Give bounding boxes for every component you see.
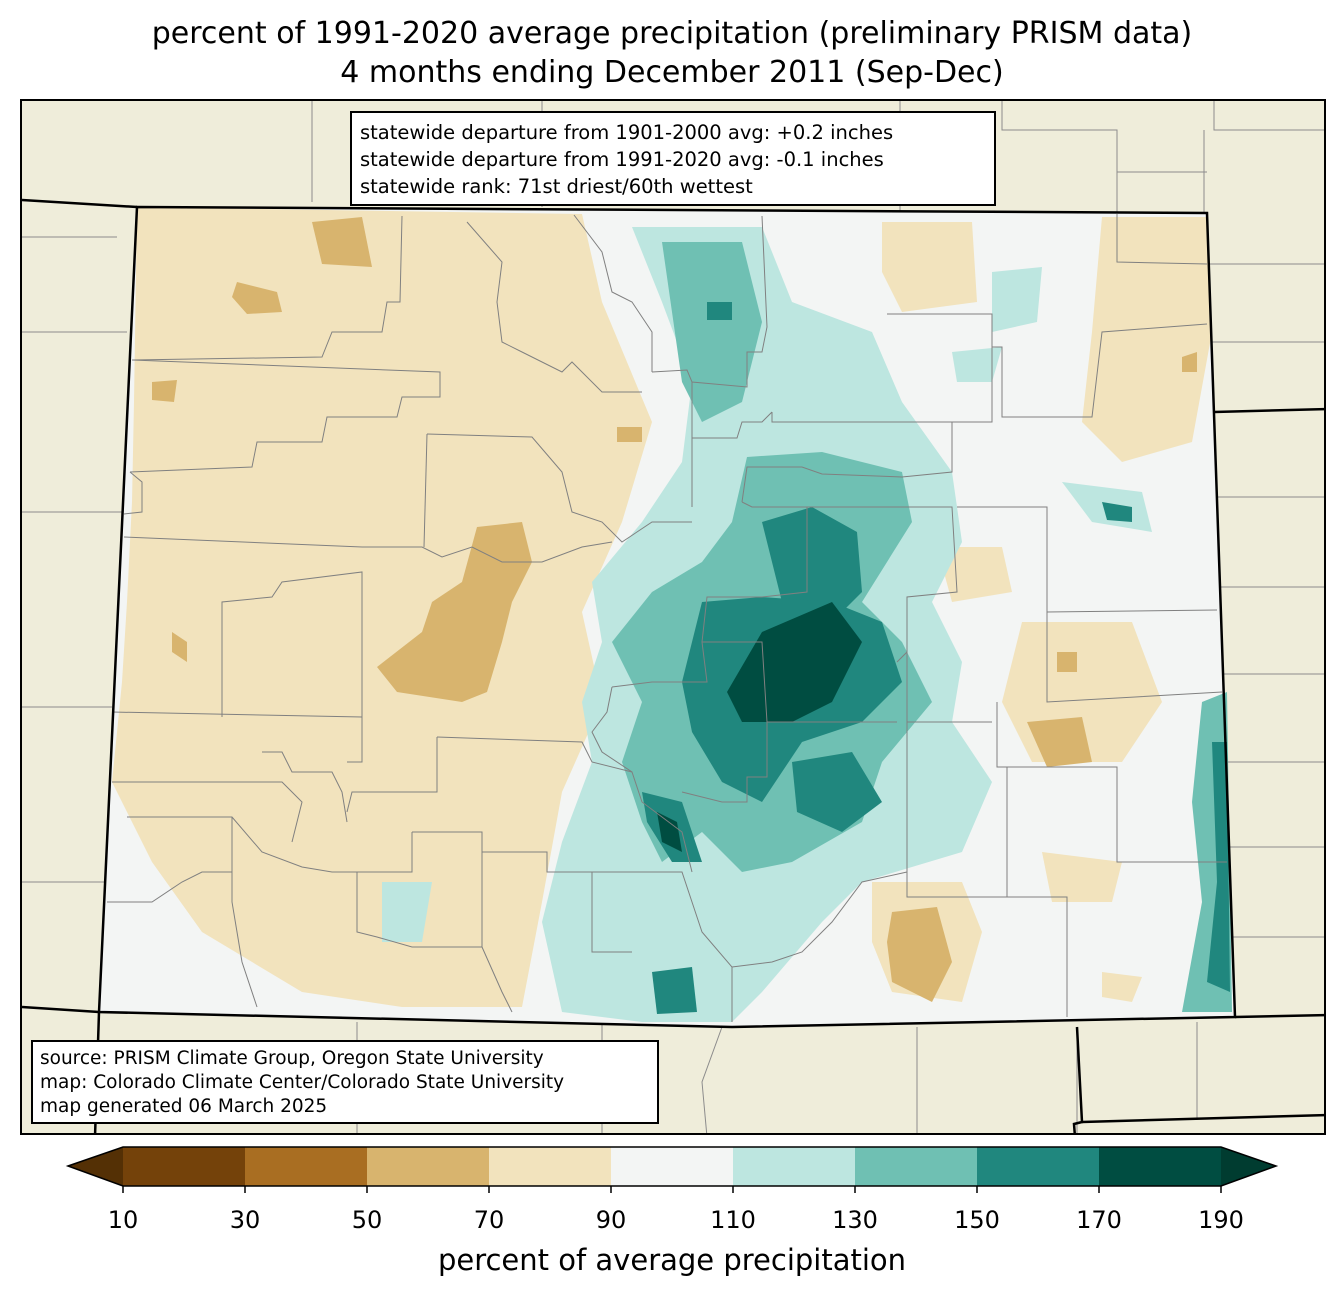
colorado-border — [97, 205, 1237, 1029]
colorbar-under-triangle — [68, 1147, 123, 1186]
map-canvas — [22, 101, 1324, 1133]
colorbar-tick-label: 30 — [229, 1206, 261, 1234]
departure-1991-2020: statewide departure from 1991-2020 avg: … — [360, 148, 884, 171]
colorbar-tick-label: 170 — [1076, 1206, 1122, 1234]
map-title-line-1: percent of 1991-2020 average precipitati… — [151, 16, 1193, 51]
colorbar-tick-label: 150 — [954, 1206, 1000, 1234]
colorbar-bin-150-170 — [977, 1147, 1099, 1186]
colorbar-tick-label: 130 — [832, 1206, 878, 1234]
colorbar-bin-90-110 — [611, 1147, 733, 1186]
colorbar-tick-label: 90 — [595, 1206, 627, 1234]
precipitation-map — [20, 99, 1326, 1135]
colorbar-bin-10-30 — [123, 1147, 245, 1186]
colorbar-tick-label: 10 — [107, 1206, 139, 1234]
colorbar-tick-label: 190 — [1198, 1206, 1244, 1234]
colorbar-bin-70-90 — [489, 1147, 611, 1186]
colorbar-over-triangle — [1221, 1147, 1276, 1186]
map-title-line-2: 4 months ending December 2011 (Sep-Dec) — [340, 55, 1004, 90]
county-lines — [107, 214, 1227, 1022]
source-line: source: PRISM Climate Group, Oregon Stat… — [40, 1048, 544, 1069]
colorbar-tick-label: 50 — [351, 1206, 383, 1234]
colorbar-bin-170-190 — [1099, 1147, 1221, 1186]
colorbar-label: percent of average precipitation — [437, 1243, 907, 1277]
generated-date-line: map generated 06 March 2025 — [40, 1096, 328, 1117]
colorbar-tick-label: 70 — [473, 1206, 505, 1234]
colorbar-tick-label: 110 — [710, 1206, 756, 1234]
statewide-rank: statewide rank: 71st driest/60th wettest — [360, 175, 753, 198]
map-credit-line: map: Colorado Climate Center/Colorado St… — [40, 1072, 565, 1093]
colorbar-bin-30-50 — [245, 1147, 367, 1186]
statewide-stats-box: statewide departure from 1901-2000 avg: … — [350, 111, 996, 206]
colorbar-bin-50-70 — [367, 1147, 489, 1186]
source-box: source: PRISM Climate Group, Oregon Stat… — [31, 1040, 659, 1124]
dry-regions — [112, 207, 1212, 1007]
colorbar-bin-110-130 — [733, 1147, 855, 1186]
wet-regions — [382, 227, 1232, 1022]
colorbar-ticks — [122, 1186, 1222, 1193]
colorbar-bin-130-150 — [855, 1147, 977, 1186]
departure-1901-2000: statewide departure from 1901-2000 avg: … — [360, 121, 894, 144]
colorbar — [65, 1146, 1279, 1193]
